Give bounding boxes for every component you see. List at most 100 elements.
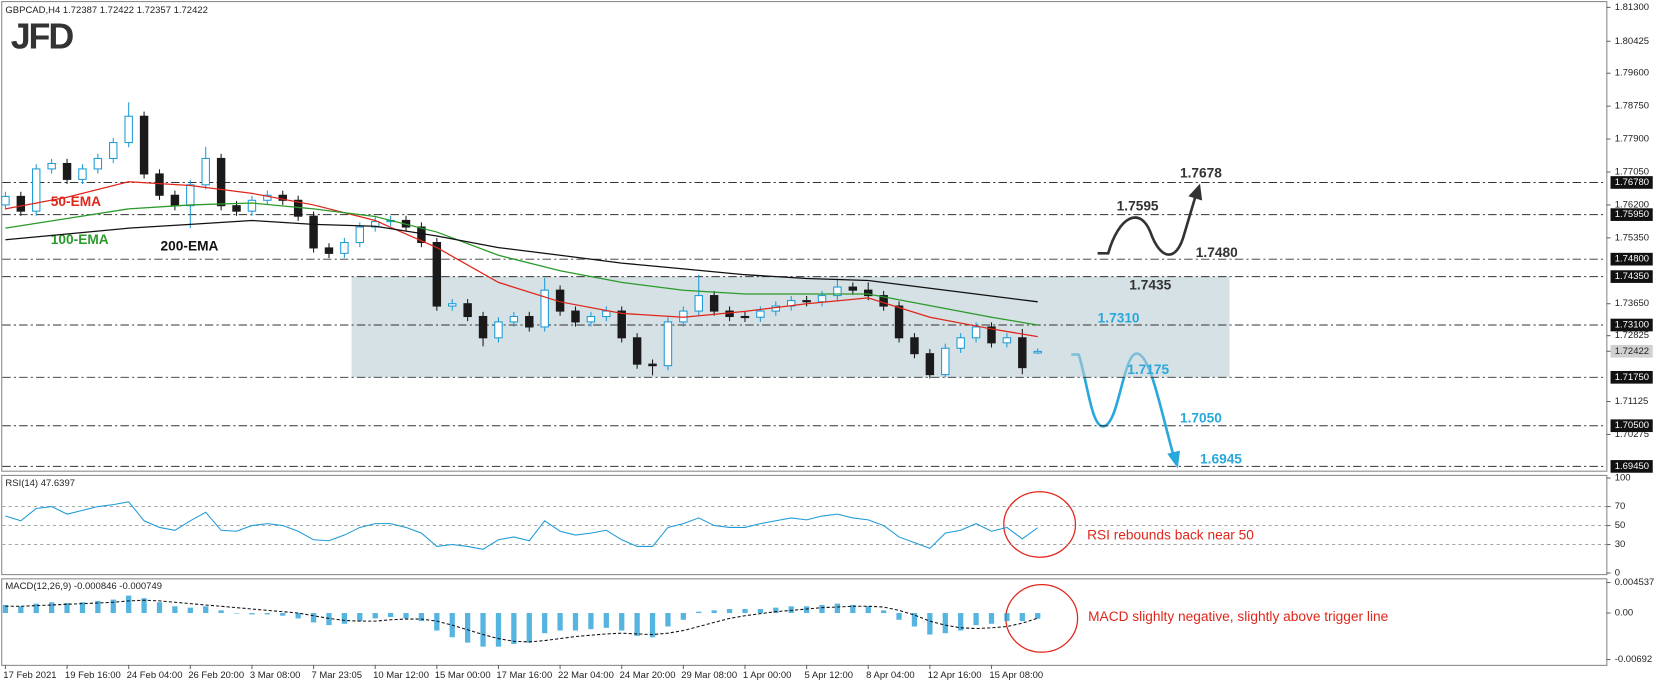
macd-bar — [95, 600, 101, 614]
x-tick-label: 10 Mar 12:00 — [373, 670, 429, 681]
candle-body — [509, 315, 519, 323]
macd-bar — [634, 613, 640, 636]
macd-bar — [973, 613, 979, 626]
level-annotation: 1.7435 — [1129, 278, 1171, 293]
level-annotation: 1.6945 — [1200, 452, 1242, 467]
macd-bar — [387, 613, 394, 618]
macd-bar — [927, 613, 933, 635]
macd-bar — [834, 603, 841, 614]
candle-body — [540, 289, 549, 328]
candle-body — [617, 310, 626, 339]
candle-body — [309, 215, 318, 249]
candle-body — [971, 326, 981, 339]
signal-line — [5, 599, 1038, 643]
macd-bar — [172, 606, 178, 614]
macd-bar — [341, 613, 348, 624]
candle-body — [694, 295, 703, 312]
y-tick-label: 0.00 — [1615, 608, 1633, 619]
candle-body — [740, 315, 750, 319]
candle-body — [632, 337, 642, 365]
candle-body — [663, 321, 673, 367]
macd-bar — [79, 602, 86, 614]
candle-body — [340, 241, 349, 254]
candle-body — [448, 303, 457, 307]
candle-body — [32, 168, 41, 212]
level-label: 1.75950 — [1615, 209, 1649, 220]
last-price-label: 1.72422 — [1615, 346, 1649, 357]
candle-body — [155, 173, 164, 196]
macd-bar — [2, 604, 9, 614]
candle-body — [62, 162, 72, 180]
y-tick-label: 0.004537 — [1615, 577, 1655, 588]
candle-body — [894, 305, 904, 339]
y-tick-label: 1.80425 — [1615, 36, 1649, 47]
macd-bar — [372, 613, 378, 619]
macd-bar — [233, 613, 240, 614]
x-tick-label: 24 Feb 04:00 — [127, 670, 183, 681]
candle-body — [1033, 350, 1042, 354]
macd-bar — [726, 608, 733, 614]
y-tick-label: 30 — [1615, 539, 1626, 550]
macd-title: MACD(12,26,9) -0.000846 -0.000749 — [5, 581, 162, 592]
x-tick-label: 8 Apr 04:00 — [866, 670, 915, 681]
macd-bar — [803, 606, 810, 614]
macd-bar — [249, 613, 255, 615]
ema-label: 100-EMA — [51, 232, 109, 247]
macd-bar — [33, 603, 39, 614]
bull-arrowhead — [1188, 183, 1203, 201]
level-label-box — [1610, 252, 1653, 266]
candle-body — [1018, 337, 1027, 369]
candle-body — [756, 310, 765, 318]
x-tick-label: 22 Mar 04:00 — [558, 670, 614, 681]
macd-bar — [788, 606, 794, 614]
candle-body — [432, 241, 442, 307]
macd-bar — [711, 610, 717, 614]
candle-body — [16, 195, 26, 212]
candle-body — [139, 115, 149, 175]
macd-bar — [942, 613, 948, 634]
macd-bar — [110, 599, 116, 614]
y-tick-label: 1.75350 — [1615, 232, 1649, 243]
candle-body — [1002, 337, 1012, 344]
macd-bar — [126, 595, 132, 614]
macd-bar — [187, 607, 193, 614]
candle-body — [232, 205, 241, 212]
macd-bar — [572, 613, 579, 631]
level-label-box — [1610, 176, 1653, 189]
y-tick-label: 1.71125 — [1615, 396, 1649, 407]
y-tick-label: -0.00692 — [1615, 654, 1652, 665]
macd-bar — [680, 613, 686, 620]
candle-body — [278, 194, 287, 201]
level-label: 1.74800 — [1615, 254, 1649, 265]
candle-body — [925, 353, 935, 376]
y-tick-label: 1.79600 — [1615, 68, 1649, 79]
candle-body — [709, 295, 719, 312]
macd-bar — [495, 613, 502, 647]
rsi-annotation: RSI rebounds back near 50 — [1087, 528, 1254, 543]
macd-panel — [1, 578, 1608, 666]
macd-bar — [64, 602, 70, 614]
candle-body — [247, 199, 257, 212]
macd-bar — [1035, 613, 1041, 619]
macd-bar — [264, 613, 270, 615]
candle-body — [417, 226, 426, 244]
x-tick-label: 24 Mar 20:00 — [620, 670, 676, 681]
y-tick-label: 1.72825 — [1615, 330, 1649, 341]
macd-bar — [280, 613, 286, 616]
candle-body — [802, 300, 811, 303]
ema-label: 200-EMA — [161, 239, 219, 254]
macd-bar — [1019, 613, 1025, 622]
candle-body — [47, 162, 56, 170]
candle-body — [910, 337, 919, 355]
y-tick-label: 0 — [1615, 568, 1620, 579]
x-tick-label: 1 Apr 00:00 — [743, 670, 792, 681]
level-annotation: 1.7678 — [1180, 166, 1222, 181]
y-tick-label: 1.81300 — [1615, 2, 1649, 13]
level-label-box — [1610, 270, 1653, 283]
macd-bar — [557, 613, 563, 631]
ema-label: 50-EMA — [51, 194, 101, 209]
macd-bar — [542, 613, 548, 634]
x-tick-label: 15 Mar 00:00 — [435, 670, 491, 681]
x-tick-label: 7 Mar 23:05 — [311, 670, 362, 681]
